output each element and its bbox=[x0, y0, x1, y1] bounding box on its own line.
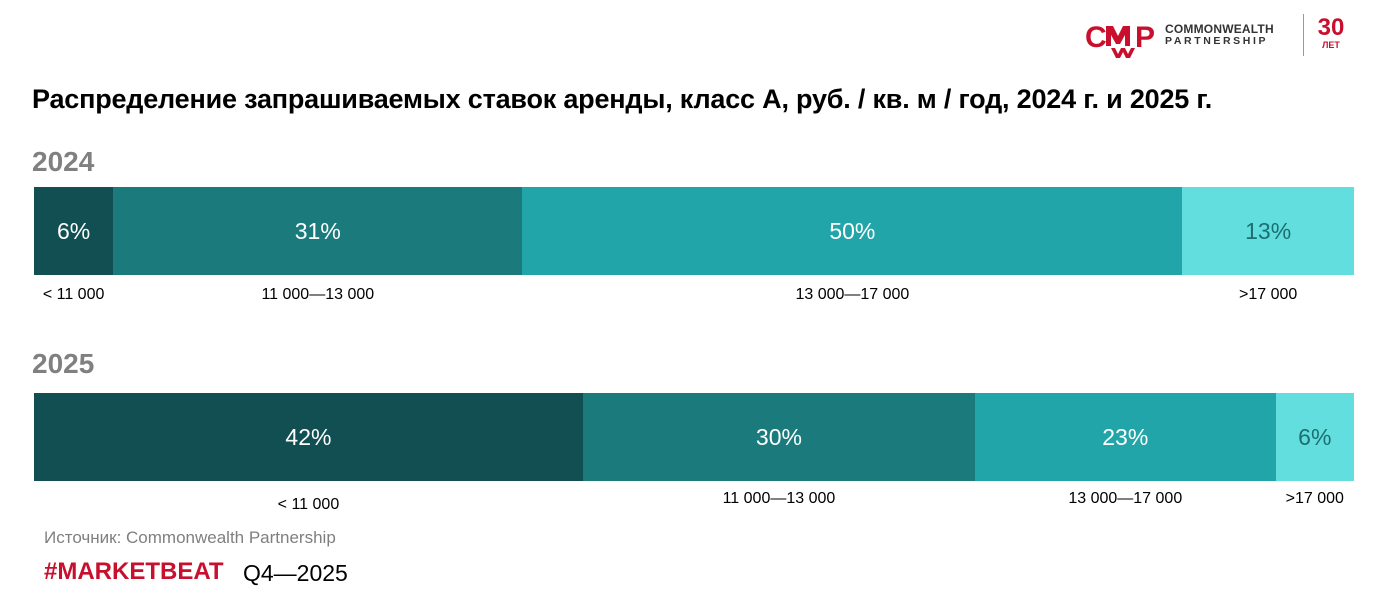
logo-anniversary: 30 ЛЕТ bbox=[1311, 14, 1351, 51]
segment-value-label: 30% bbox=[755, 423, 802, 450]
source-note: Источник: Commonwealth Partnership bbox=[44, 528, 336, 547]
logo-name-line2: PARTNERSHIP bbox=[1165, 35, 1269, 47]
segment-value-label: 50% bbox=[829, 217, 876, 244]
logo-w-shape bbox=[1111, 48, 1135, 58]
stacked-bar-2025: 42% 30% 23% 6% bbox=[34, 393, 1354, 481]
report-period: Q4—2025 bbox=[243, 560, 348, 586]
logo-name-line1: COMMONWEALTH bbox=[1165, 22, 1274, 36]
bar-segment-2025-4: 6% bbox=[1275, 393, 1354, 481]
logo-p-letter: P bbox=[1135, 21, 1155, 54]
segment-value-label: 31% bbox=[294, 217, 341, 244]
segment-value-label: 23% bbox=[1102, 423, 1149, 450]
range-label-2025-4: >17 000 bbox=[1285, 490, 1344, 507]
cmwp-logo-icon: C P bbox=[1085, 21, 1155, 58]
segment-value-label: 13% bbox=[1245, 217, 1292, 244]
logo-company-name: COMMONWEALTH PARTNERSHIP bbox=[1165, 23, 1274, 47]
range-label-2024-2: 11 000—13 000 bbox=[261, 286, 375, 303]
range-label-2024-4: >17 000 bbox=[1239, 286, 1298, 303]
marketbeat-hashtag: #MARKETBEAT bbox=[44, 558, 224, 585]
segment-value-label: 6% bbox=[1298, 423, 1332, 450]
range-label-2025-3: 13 000—17 000 bbox=[1068, 490, 1183, 507]
anniversary-number: 30 bbox=[1317, 14, 1345, 41]
year-label-2025: 2025 bbox=[32, 348, 95, 379]
logo-m-shape bbox=[1106, 26, 1130, 46]
bar-segment-2025-2: 30% bbox=[582, 393, 975, 481]
logo-divider bbox=[1303, 14, 1304, 56]
segment-value-label: 6% bbox=[56, 217, 91, 244]
bar-segment-2024-1: 6% bbox=[34, 187, 114, 275]
chart-title: Распределение запрашиваемых ставок аренд… bbox=[32, 84, 1213, 114]
anniversary-word: ЛЕТ bbox=[1322, 40, 1340, 50]
segment-value-label: 42% bbox=[285, 423, 332, 450]
bar-segment-2025-3: 23% bbox=[974, 393, 1276, 481]
bar-segment-2024-3: 50% bbox=[522, 187, 1183, 275]
logo-c-letter: C bbox=[1085, 21, 1107, 54]
bar-segment-2024-2: 31% bbox=[113, 187, 523, 275]
year-label-2024: 2024 bbox=[32, 146, 95, 177]
range-label-2025-1: < 11 000 bbox=[277, 496, 340, 513]
range-label-2024-3: 13 000—17 000 bbox=[795, 286, 910, 303]
bar-segment-2024-4: 13% bbox=[1182, 187, 1354, 275]
bar-segment-2025-1: 42% bbox=[34, 393, 583, 481]
range-label-2025-2: 11 000—13 000 bbox=[722, 490, 836, 507]
stacked-bar-2024: 6% 31% 50% 13% bbox=[34, 187, 1354, 275]
company-logo: C P COMMONWEALTH PARTNERSHIP 30 ЛЕТ bbox=[1085, 14, 1355, 60]
range-label-2024-1: < 11 000 bbox=[42, 286, 105, 303]
